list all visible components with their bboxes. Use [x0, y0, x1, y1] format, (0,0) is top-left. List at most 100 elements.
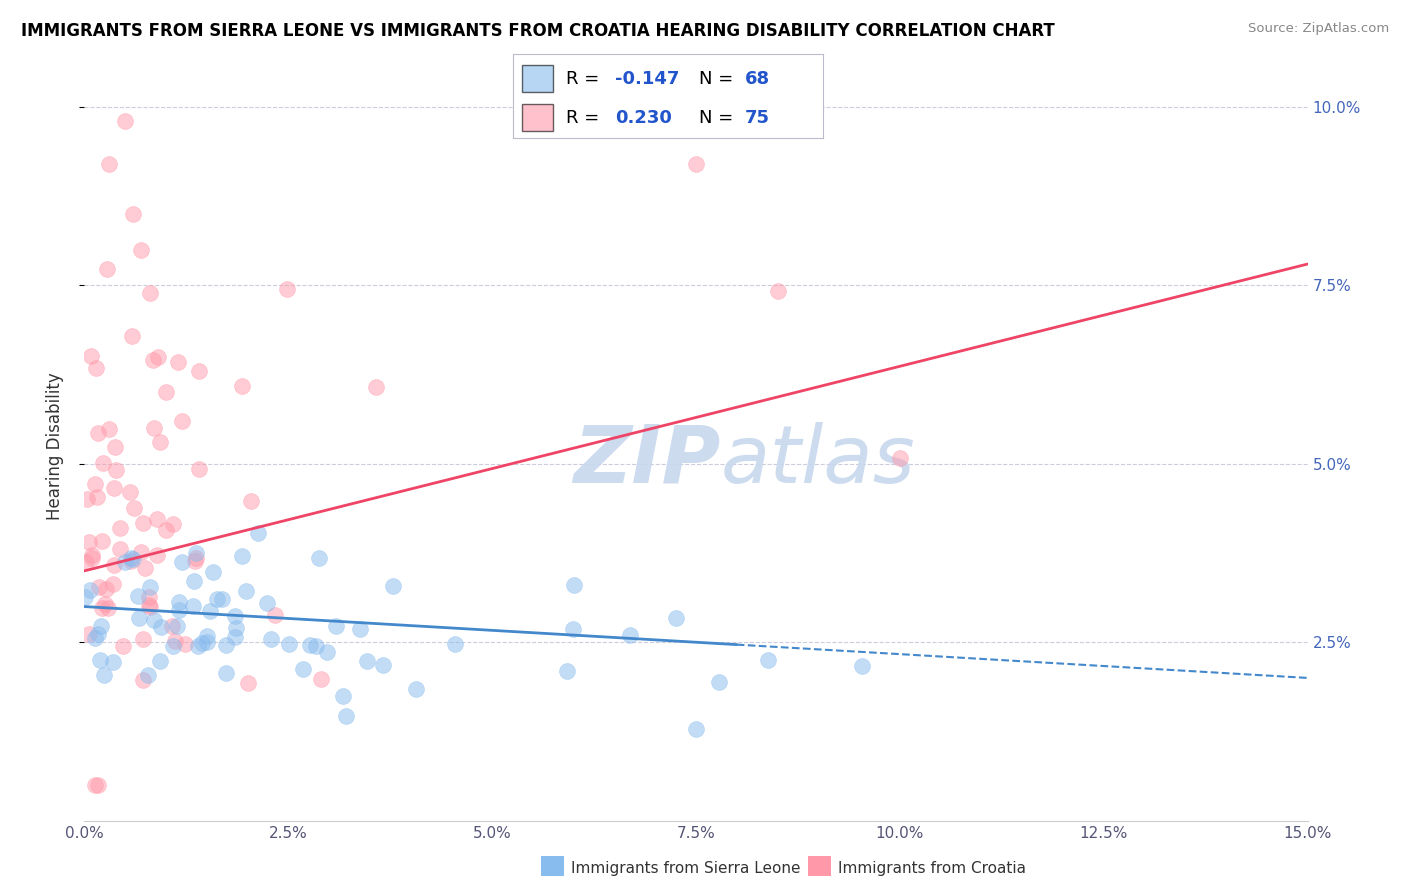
Point	[89, 653, 111, 667]
Text: R =: R =	[565, 70, 605, 88]
Point	[93, 667, 115, 681]
Point	[316, 645, 339, 659]
Point	[356, 654, 378, 668]
Point	[173, 637, 195, 651]
Point	[225, 621, 247, 635]
Point	[195, 635, 218, 649]
Point	[224, 630, 246, 644]
Point	[122, 207, 145, 221]
Point	[381, 579, 404, 593]
Point	[276, 282, 298, 296]
Point	[246, 526, 269, 541]
Point	[371, 658, 394, 673]
Point	[851, 659, 873, 673]
Point	[325, 619, 347, 633]
Point	[80, 548, 103, 562]
Text: IMMIGRANTS FROM SIERRA LEONE VS IMMIGRANTS FROM CROATIA HEARING DISABILITY CORRE: IMMIGRANTS FROM SIERRA LEONE VS IMMIGRAN…	[21, 22, 1054, 40]
Point	[101, 576, 124, 591]
Point	[184, 550, 207, 565]
Point	[224, 608, 246, 623]
Point	[264, 607, 287, 622]
Text: N =: N =	[699, 70, 738, 88]
Point	[112, 639, 135, 653]
Point	[75, 555, 97, 569]
Point	[83, 778, 105, 792]
Point	[149, 654, 172, 668]
Point	[77, 627, 100, 641]
Point	[188, 364, 211, 378]
Point	[89, 580, 111, 594]
Point	[86, 490, 108, 504]
FancyBboxPatch shape	[523, 104, 554, 131]
Point	[149, 435, 172, 450]
Point	[127, 589, 149, 603]
Point	[205, 591, 228, 606]
Point	[134, 560, 156, 574]
Point	[169, 595, 191, 609]
Point	[103, 558, 125, 572]
Point	[211, 592, 233, 607]
Point	[557, 664, 579, 678]
Point	[240, 494, 263, 508]
Point	[167, 603, 190, 617]
Point	[181, 599, 204, 613]
Point	[187, 462, 209, 476]
Point	[146, 549, 169, 563]
Text: ZIP: ZIP	[574, 422, 720, 500]
Point	[889, 451, 911, 466]
Point	[332, 690, 354, 704]
Point	[165, 634, 187, 648]
Point	[96, 262, 118, 277]
Point	[444, 636, 467, 650]
Point	[155, 385, 177, 400]
Point	[278, 637, 301, 651]
Point	[162, 516, 184, 531]
Point	[118, 485, 141, 500]
Point	[142, 353, 165, 368]
Text: 68: 68	[745, 70, 770, 88]
Text: 0.230: 0.230	[616, 109, 672, 127]
Point	[150, 620, 173, 634]
Point	[665, 611, 688, 625]
Point	[155, 523, 177, 537]
Point	[195, 629, 218, 643]
Point	[138, 590, 160, 604]
Point	[98, 422, 121, 436]
Point	[766, 284, 789, 298]
Point	[114, 114, 136, 128]
Point	[87, 425, 110, 440]
Point	[103, 655, 125, 669]
Point	[120, 554, 142, 568]
Text: R =: R =	[565, 109, 605, 127]
Point	[132, 516, 155, 531]
Point	[132, 632, 155, 646]
Point	[73, 590, 96, 604]
Point	[198, 604, 221, 618]
Point	[136, 668, 159, 682]
Point	[108, 541, 131, 556]
Point	[160, 618, 183, 632]
Point	[308, 551, 330, 566]
Point	[186, 546, 208, 560]
Point	[707, 674, 730, 689]
Text: Immigrants from Croatia: Immigrants from Croatia	[838, 862, 1026, 876]
Point	[191, 636, 214, 650]
Point	[104, 462, 127, 476]
Point	[231, 549, 253, 564]
Text: Immigrants from Sierra Leone: Immigrants from Sierra Leone	[571, 862, 800, 876]
Point	[120, 550, 142, 565]
Point	[132, 673, 155, 688]
Point	[685, 157, 707, 171]
Point	[201, 565, 224, 579]
Text: atlas: atlas	[720, 422, 915, 500]
Point	[366, 380, 388, 394]
Point	[562, 622, 585, 636]
Point	[87, 626, 110, 640]
Text: Source: ZipAtlas.com: Source: ZipAtlas.com	[1249, 22, 1389, 36]
Point	[76, 491, 98, 506]
Point	[87, 778, 110, 792]
Point	[756, 653, 779, 667]
Point	[104, 440, 127, 454]
Point	[349, 622, 371, 636]
Point	[166, 619, 188, 633]
